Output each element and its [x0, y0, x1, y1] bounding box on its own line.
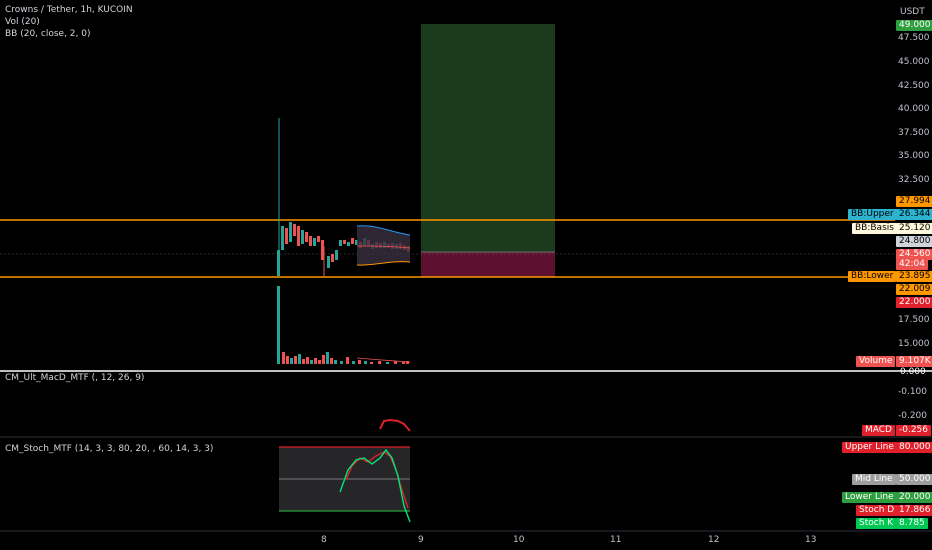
bb-lower-line [356, 261, 411, 266]
symbol-legend[interactable]: Crowns / Tether, 1h, KUCOIN [5, 5, 133, 15]
macd-tick: -0.100 [898, 387, 928, 397]
tag-upper-line-value: 80.000 [896, 442, 932, 453]
volume-bars [277, 286, 409, 364]
macd-tick: 0.000 [900, 367, 926, 377]
tag-bb-lower-label: BB:Lower [848, 271, 897, 282]
time-tick: 13 [805, 535, 817, 545]
price-tick: 40.000 [898, 104, 930, 114]
currency-label: USDT [900, 7, 925, 17]
price-tick: 15.000 [898, 339, 930, 349]
volume-ma-line [356, 357, 411, 363]
bb-upper-line [356, 225, 411, 236]
tag-lower-line-value: 20.000 [896, 492, 932, 503]
stoch-legend[interactable]: CM_Stoch_MTF (14, 3, 3, 80, 20, , 60, 14… [5, 444, 214, 454]
tag-current-price: 24.560 [896, 249, 932, 260]
tag-macd-value: -0.256 [896, 425, 932, 436]
price-tick: 47.500 [898, 33, 930, 43]
tag-volume-value: 9.107K [896, 356, 932, 367]
tag-countdown: 42:04 [896, 259, 928, 270]
time-tick: 9 [418, 535, 424, 545]
macd-line [379, 418, 411, 432]
tag-stoch-k-value: 8.785 [896, 518, 928, 529]
macd-legend[interactable]: CM_Ult_MacD_MTF (, 12, 26, 9) [5, 373, 145, 383]
tag-stop: 22.000 [896, 297, 932, 308]
target-zone[interactable] [421, 24, 555, 252]
tag-stoch-k-label: Stoch K [856, 518, 897, 529]
price-tick: 45.000 [898, 57, 930, 67]
tag-24800: 24.800 [896, 236, 932, 247]
tag-bb-lower: 23.895 [896, 271, 932, 282]
bb-basis-line [356, 245, 411, 249]
tag-bb-basis-label: BB:Basis [852, 223, 897, 234]
time-tick: 12 [708, 535, 720, 545]
tag-upper-line-label: Upper Line [842, 442, 897, 453]
tag-mid-line-label: Mid Line [852, 474, 896, 485]
tag-lower-band: 22.009 [896, 284, 932, 295]
price-tick: 42.500 [898, 81, 930, 91]
tag-bb-upper: 26.344 [896, 209, 932, 220]
tag-stoch-d-label: Stoch D [856, 505, 898, 516]
tag-macd-label: MACD [862, 425, 895, 436]
tag-stoch-d-value: 17.866 [896, 505, 932, 516]
tag-target: 49.000 [896, 20, 932, 31]
tag-bb-basis: 25.120 [896, 223, 932, 234]
price-tick: 35.000 [898, 151, 930, 161]
time-tick: 10 [513, 535, 525, 545]
tag-mid-line-value: 50.000 [896, 474, 932, 485]
vol-legend[interactable]: Vol (20) [5, 17, 40, 27]
tag-upper-band: 27.994 [896, 196, 932, 207]
bb-fill [357, 225, 410, 266]
bb-legend[interactable]: BB (20, close, 2, 0) [5, 29, 91, 39]
price-tick: 17.500 [898, 315, 930, 325]
tag-lower-line-label: Lower Line [842, 492, 897, 503]
price-tick: 37.500 [898, 128, 930, 138]
stop-zone[interactable] [421, 252, 555, 277]
price-tick: 32.500 [898, 175, 930, 185]
stoch-k-line [339, 448, 411, 523]
time-tick: 11 [610, 535, 622, 545]
time-tick: 8 [321, 535, 327, 545]
tag-bb-upper-label: BB:Upper [848, 209, 897, 220]
tag-volume-label: Volume [856, 356, 896, 367]
macd-tick: -0.200 [898, 411, 928, 421]
